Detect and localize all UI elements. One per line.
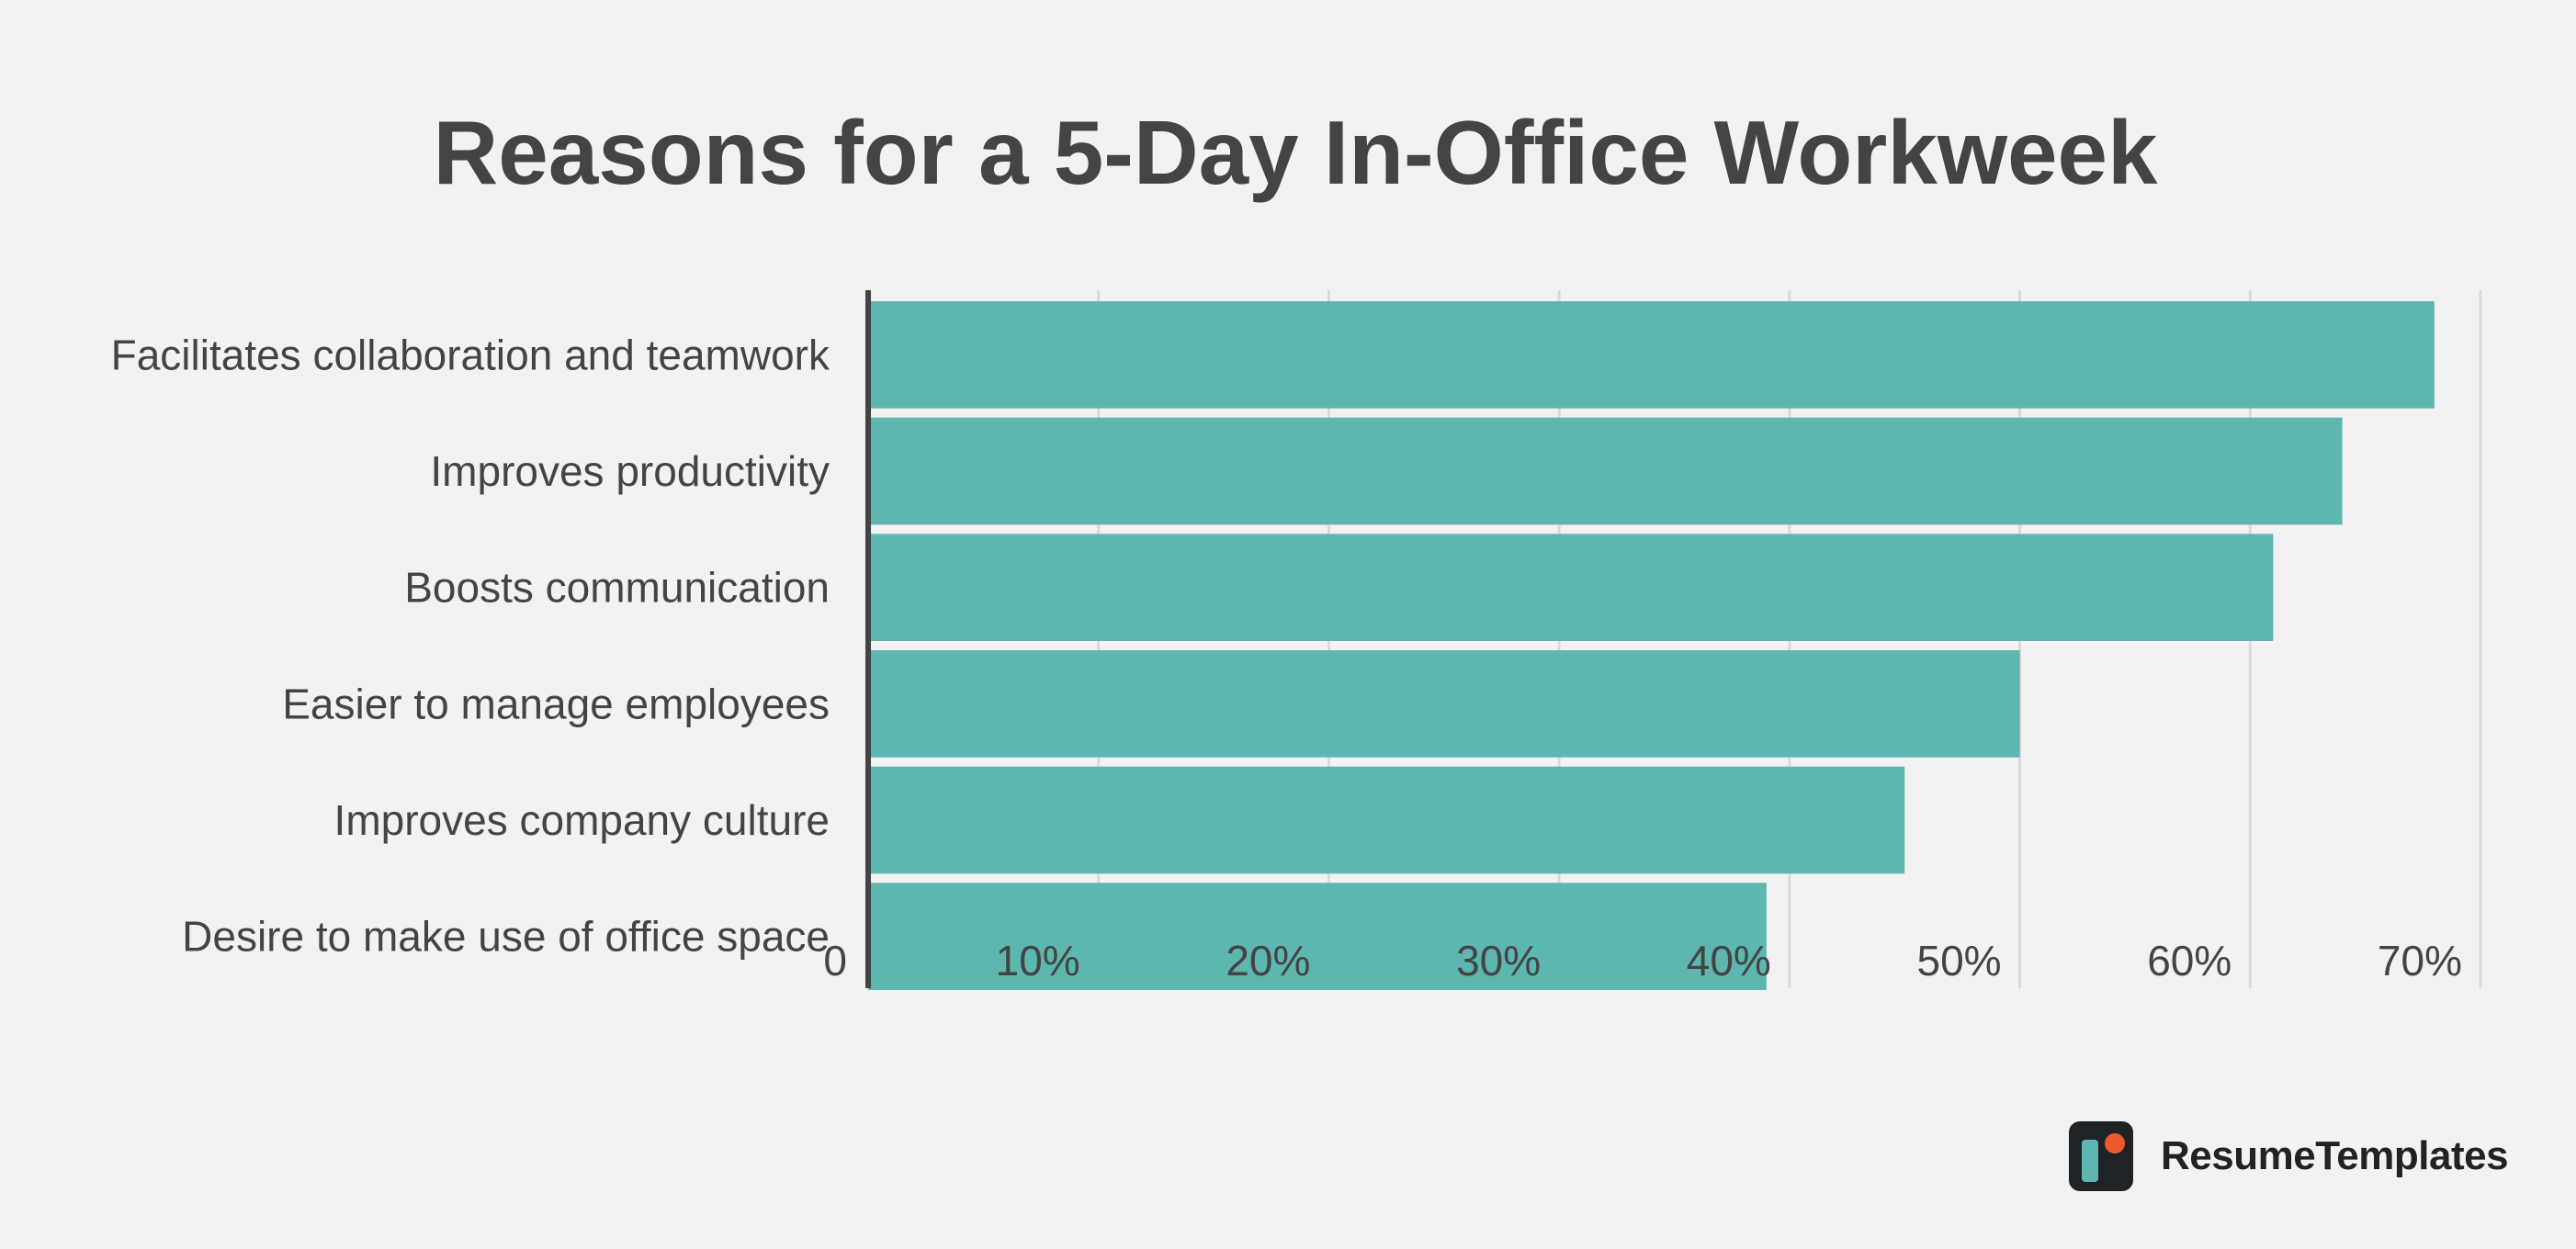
x-tick-label: 10% — [996, 937, 1080, 985]
x-tick-label: 0 — [823, 937, 847, 985]
chart-title: Reasons for a 5-Day In-Office Workweek — [433, 102, 2158, 203]
resumetemplates-logo-icon — [2069, 1121, 2133, 1191]
category-label: Facilitates collaboration and teamwork — [111, 331, 830, 378]
bars — [868, 301, 2435, 990]
x-tick-label: 40% — [1687, 937, 1771, 985]
category-label: Improves company culture — [334, 796, 830, 844]
x-tick-label: 30% — [1456, 937, 1541, 985]
category-label: Boosts communication — [404, 564, 830, 612]
brand-name: ResumeTemplates — [2161, 1133, 2509, 1178]
x-tick-label: 50% — [1916, 937, 2001, 985]
bar — [868, 766, 1905, 874]
x-tick-label: 20% — [1226, 937, 1310, 985]
category-label: Desire to make use of office space — [182, 913, 830, 961]
bar — [868, 417, 2343, 525]
x-tick-label: 60% — [2147, 937, 2231, 985]
x-tick-label: 70% — [2378, 937, 2462, 985]
bar — [868, 650, 2020, 758]
category-labels: Facilitates collaboration and teamwork Im… — [111, 331, 830, 960]
bar — [868, 883, 1767, 990]
category-label: Easier to manage employees — [282, 680, 830, 727]
x-tick-labels: 0 10% 20% 30% 40% 50% 60% 70% — [823, 937, 2462, 985]
brand: ResumeTemplates — [2069, 1120, 2509, 1192]
bar — [868, 301, 2435, 409]
category-label: Improves productivity — [430, 447, 830, 495]
bar — [868, 534, 2274, 641]
